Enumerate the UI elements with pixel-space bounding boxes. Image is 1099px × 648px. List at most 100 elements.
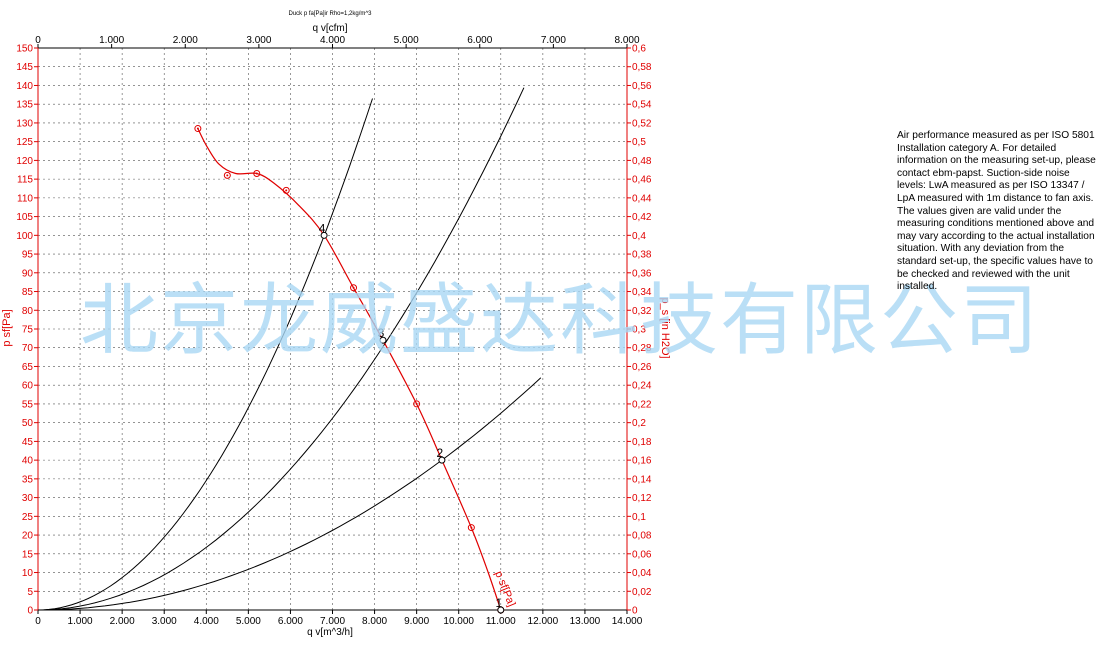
data-point-center — [226, 174, 229, 177]
y-tick-label: 125 — [16, 137, 33, 148]
y2-tick-label: 0,34 — [632, 287, 652, 298]
system-curve — [37, 98, 373, 611]
series-line — [197, 128, 502, 611]
axes — [34, 44, 631, 614]
x2-tick-label: 6.000 — [467, 35, 492, 46]
y-tick-label: 90 — [22, 268, 34, 279]
operating-point — [379, 336, 387, 344]
y2-tick-label: 0,48 — [632, 156, 652, 167]
y2-tick-label: 0,02 — [632, 587, 652, 598]
y2-tick-label: 0,54 — [632, 100, 652, 111]
y2-tick-label: 0,08 — [632, 531, 652, 542]
y2-tick-label: 0,4 — [632, 231, 646, 242]
y2-tick-label: 0,24 — [632, 381, 652, 392]
data-point-center — [470, 526, 473, 529]
data-point-center — [196, 127, 199, 130]
y2-tick-label: 0,46 — [632, 175, 652, 186]
y2-tick-label: 0,28 — [632, 343, 652, 354]
y2-tick-label: 0,06 — [632, 549, 652, 560]
x2-tick-label: 0 — [35, 35, 41, 46]
x-tick-label: 4.000 — [194, 616, 219, 627]
y-tick-label: 135 — [16, 100, 33, 111]
y2-tick-label: 0,38 — [632, 250, 652, 261]
y-tick-label: 20 — [22, 531, 34, 542]
y2-tick-label: 0,18 — [632, 437, 652, 448]
y-tick-label: 75 — [22, 325, 34, 336]
y2-tick-label: 0,32 — [632, 306, 652, 317]
y2-tick-label: 0,2 — [632, 418, 646, 429]
x-tick-label: 13.000 — [570, 616, 601, 627]
x2-tick-label: 7.000 — [541, 35, 566, 46]
x-tick-label: 5.000 — [236, 616, 261, 627]
y-tick-label: 105 — [16, 212, 33, 223]
y-tick-label: 45 — [22, 437, 34, 448]
x-axis-label: q v[m^3/h] — [307, 627, 353, 638]
x-tick-label: 3.000 — [152, 616, 177, 627]
data-point — [194, 125, 202, 133]
y-tick-label: 35 — [22, 474, 34, 485]
operating-point-label: 4 — [319, 221, 326, 235]
x-tick-label: 11.000 — [486, 616, 516, 627]
y-tick-label: 15 — [22, 549, 34, 560]
data-point — [223, 171, 231, 179]
x2-tick-label: 2.000 — [173, 35, 198, 46]
operating-point-label: 2 — [437, 446, 444, 460]
x2-tick-label: 5.000 — [394, 35, 419, 46]
x-tick-label: 14.000 — [612, 616, 643, 627]
y2-axis-label: p_s [in H2O] — [659, 297, 671, 358]
y2-tick-label: 0,16 — [632, 456, 652, 467]
y-tick-label: 10 — [22, 568, 34, 579]
data-point-center — [285, 189, 288, 192]
system-curve — [37, 87, 525, 611]
y-tick-label: 30 — [22, 493, 34, 504]
operating-point — [438, 456, 446, 464]
y2-tick-label: 0,58 — [632, 62, 652, 73]
data-point — [253, 170, 261, 178]
x-tick-label: 8.000 — [362, 616, 387, 627]
y-tick-label: 0 — [27, 606, 33, 617]
y2-tick-label: 0,52 — [632, 118, 652, 129]
y2-tick-label: 0,44 — [632, 193, 652, 204]
y-tick-label: 110 — [17, 193, 33, 204]
y2-tick-label: 0,5 — [632, 137, 646, 148]
y-tick-label: 140 — [16, 81, 33, 92]
y2-tick-label: 0,42 — [632, 212, 652, 223]
y2-tick-label: 0,36 — [632, 268, 652, 279]
y-tick-label: 115 — [17, 175, 33, 186]
operating-point — [320, 231, 328, 239]
y2-tick-label: 0,12 — [632, 493, 652, 504]
tick-labels: 0 1.000 2.000 3.000 4.000 5.000 6.000 7.000 8.00… — [16, 35, 652, 627]
y2-tick-label: 0,14 — [632, 474, 652, 485]
y2-tick-label: 0,56 — [632, 81, 652, 92]
grid — [38, 48, 627, 610]
data-point-center — [415, 402, 418, 405]
y-tick-label: 145 — [16, 62, 33, 73]
operating-point-label: 3 — [378, 326, 385, 340]
data-point — [413, 400, 421, 408]
y-tick-label: 95 — [22, 250, 34, 261]
chart-title: Duck p fa[Pa]ir Rho=1,2kg/m^3 — [288, 11, 372, 17]
y-tick-label: 60 — [22, 381, 34, 392]
x-tick-label: 10.000 — [443, 616, 474, 627]
data-point — [467, 524, 475, 532]
y2-tick-label: 0,6 — [632, 44, 646, 55]
x-tick-label: 7.000 — [320, 616, 345, 627]
system-curves — [37, 87, 542, 611]
operating-points: 1 2 3 4 — [319, 221, 505, 614]
y-tick-label: 85 — [22, 287, 34, 298]
x-tick-label: 6.000 — [278, 616, 303, 627]
y2-tick-label: 0,26 — [632, 362, 652, 373]
y-tick-label: 150 — [16, 44, 33, 55]
y2-tick-label: 0,1 — [632, 512, 646, 523]
y-tick-label: 40 — [22, 456, 34, 467]
series — [194, 125, 505, 614]
x2-tick-label: 8.000 — [614, 35, 639, 46]
y2-tick-label: 0,3 — [632, 325, 646, 336]
operating-point — [497, 606, 505, 614]
data-point-center — [255, 172, 258, 175]
operating-point-label: 1 — [495, 596, 502, 610]
y-tick-label: 50 — [22, 418, 34, 429]
y-tick-label: 5 — [27, 587, 33, 598]
y-tick-label: 65 — [22, 362, 34, 373]
